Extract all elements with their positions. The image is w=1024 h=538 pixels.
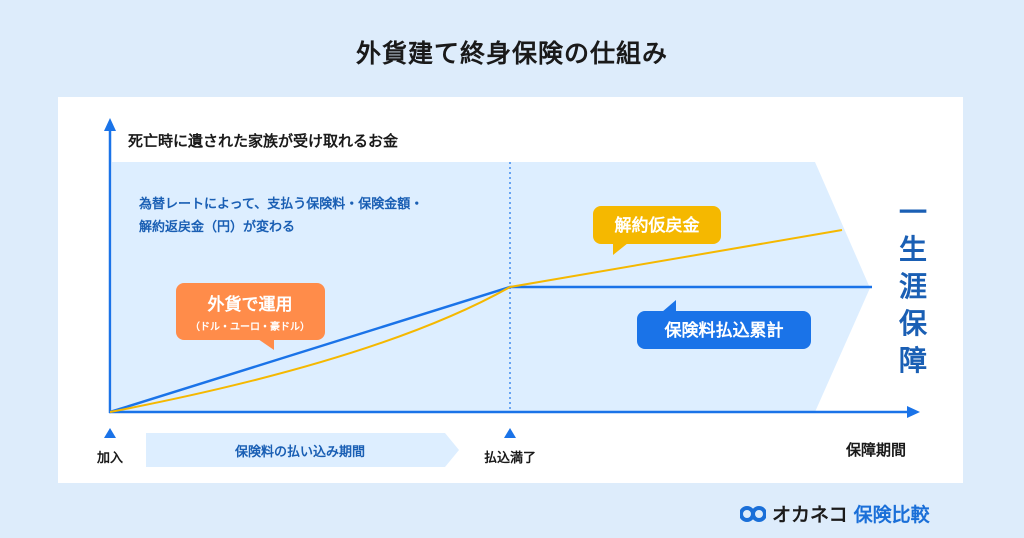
note-line-2: 解約返戻金（円）が変わる [138, 219, 295, 235]
svg-text:涯: 涯 [899, 270, 927, 303]
logo-brand: オカネコ [772, 504, 848, 526]
payment-period-label: 保険料の払い込み期間 [234, 444, 365, 460]
start-marker-icon [104, 428, 116, 438]
x-label-start: 加入 [96, 451, 123, 466]
callout-foreign-sub: （ドル・ユーロ・豪ドル） [190, 320, 310, 333]
callout-foreign-label: 外貨で運用 [208, 294, 293, 315]
note-line-1: 為替レートによって、支払う保険料・保険金額・ [139, 196, 423, 212]
svg-text:解約仮戻金: 解約仮戻金 [615, 215, 701, 236]
brand-logo: オカネコ 保険比較 [740, 500, 930, 527]
x-axis-label: 保障期間 [845, 441, 906, 459]
y-axis-label: 死亡時に遺された家族が受け取れるお金 [128, 132, 399, 150]
callout-foreign-currency: 外貨で運用 （ドル・ユーロ・豪ドル） [176, 283, 325, 350]
x-axis-arrow-icon [907, 406, 920, 418]
payment-period-arrow [146, 433, 459, 467]
surrender-value-line [109, 229, 843, 413]
logo-suffix: 保険比較 [853, 504, 930, 526]
page-title: 外貨建て終身保険の仕組み [355, 39, 668, 68]
svg-text:一: 一 [899, 196, 927, 229]
svg-text:保: 保 [899, 307, 928, 340]
paid-up-marker-icon [504, 428, 516, 438]
callout-surrender: 解約仮戻金 [593, 206, 721, 255]
svg-text:生: 生 [899, 233, 927, 266]
lifetime-coverage-label: 一 生 涯 保 障 [899, 196, 928, 377]
y-axis-arrow-icon [104, 118, 116, 131]
cat-logo-icon [740, 505, 766, 522]
svg-text:障: 障 [899, 344, 927, 377]
callout-premium-total: 保険料払込累計 [637, 300, 811, 349]
svg-text:保険料払込累計: 保険料払込累計 [664, 320, 784, 341]
x-label-paid-up: 払込満了 [484, 450, 536, 466]
